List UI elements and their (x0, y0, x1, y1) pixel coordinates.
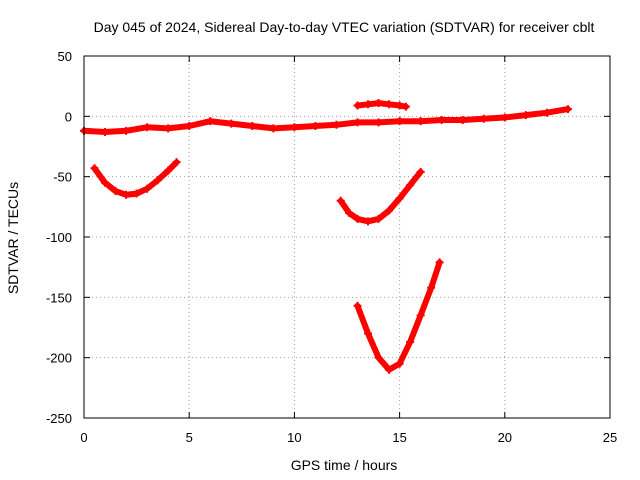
x-tick-label: 10 (287, 430, 301, 445)
data-point (406, 337, 415, 346)
x-tick-label: 15 (392, 430, 406, 445)
y-tick-label: -50 (53, 170, 72, 185)
data-point (290, 123, 299, 132)
data-point (395, 359, 404, 368)
data-point (416, 117, 425, 126)
data-point (248, 121, 257, 130)
data-point (101, 178, 110, 187)
data-point (364, 217, 373, 226)
data-point (336, 196, 345, 205)
data-point (122, 190, 131, 199)
data-point (374, 118, 383, 127)
series-4-line (337, 168, 424, 225)
data-point (353, 118, 362, 127)
data-point (563, 105, 572, 114)
data-point (143, 184, 152, 193)
data-point (353, 101, 362, 110)
data-point (111, 187, 120, 196)
data-point (374, 214, 383, 223)
data-point (427, 283, 436, 292)
y-tick-label: -150 (46, 290, 72, 305)
data-point (437, 115, 446, 124)
data-point (385, 206, 394, 215)
data-point (153, 176, 162, 185)
data-point (164, 166, 173, 175)
data-point (185, 121, 194, 130)
data-point (172, 158, 181, 167)
data-point (345, 208, 354, 217)
data-point (395, 101, 404, 110)
data-point (143, 123, 152, 132)
x-tick-label: 5 (186, 430, 193, 445)
data-point (332, 120, 341, 129)
data-point (395, 117, 404, 126)
data-point (406, 181, 415, 190)
data-point (206, 117, 215, 126)
data-point (364, 100, 373, 109)
data-point (401, 102, 410, 111)
data-point (311, 121, 320, 130)
x-tick-label: 25 (603, 430, 617, 445)
data-point (385, 365, 394, 374)
data-series (80, 99, 572, 374)
x-tick-label: 0 (80, 430, 87, 445)
y-tick-label: -100 (46, 230, 72, 245)
data-point (90, 164, 99, 173)
y-tick-label: -250 (46, 411, 72, 426)
data-point (542, 108, 551, 117)
data-point (416, 311, 425, 320)
chart-title: Day 045 of 2024, Sidereal Day-to-day VTE… (94, 19, 595, 35)
data-point (353, 301, 362, 310)
y-axis-label: SDTVAR / TECUs (5, 182, 21, 294)
plot-frame (83, 55, 611, 419)
data-point (164, 124, 173, 133)
data-point (521, 111, 530, 120)
data-point (416, 167, 425, 176)
y-tick-label: 0 (65, 109, 72, 124)
series-1-line (81, 106, 571, 135)
x-axis-label: GPS time / hours (291, 457, 398, 473)
axis-ticks: 0 5 10 15 20 25 50 0 -50 -100 -150 -200 -250 (46, 49, 617, 445)
x-tick-label: 20 (498, 430, 512, 445)
data-point (101, 128, 110, 137)
data-point (269, 124, 278, 133)
data-point (395, 194, 404, 203)
series-5-line (354, 259, 443, 373)
data-point (132, 189, 141, 198)
series-3-line (91, 159, 180, 198)
data-point (458, 115, 467, 124)
data-point (479, 114, 488, 123)
data-point (500, 113, 509, 122)
data-point (364, 329, 373, 338)
y-tick-label: 50 (58, 49, 72, 64)
data-point (435, 258, 444, 267)
y-tick-label: -200 (46, 351, 72, 366)
data-point (353, 214, 362, 223)
data-point (374, 353, 383, 362)
data-point (385, 100, 394, 109)
data-point (122, 126, 131, 135)
data-point (374, 99, 383, 108)
data-point (227, 119, 236, 128)
grid-lines (84, 56, 610, 418)
